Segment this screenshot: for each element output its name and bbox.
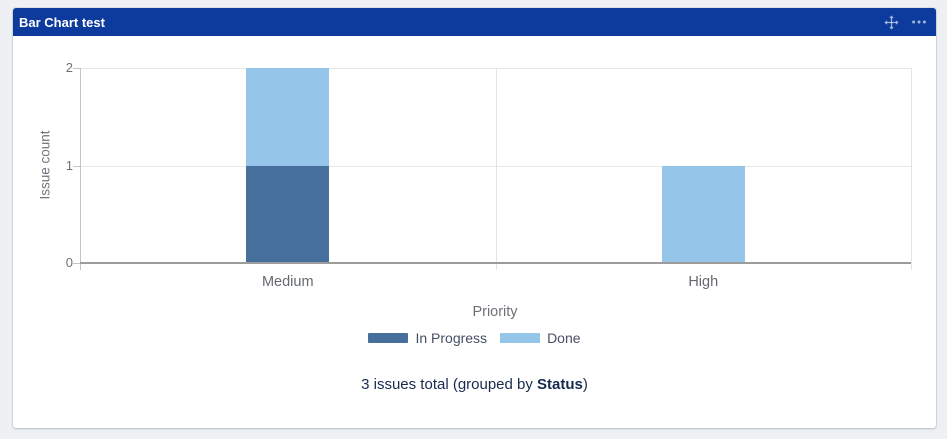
y-tick-label: 1 (65, 157, 73, 173)
y-tick-label: 2 (65, 60, 73, 75)
y-tick-mark (73, 263, 80, 264)
legend-swatch-in-progress (368, 333, 409, 343)
legend-item: In Progress (368, 330, 487, 346)
bar-segment-done-high[interactable] (661, 165, 745, 263)
chart-summary: 3 issues total (grouped by Status) (13, 375, 936, 395)
legend-item: Done (500, 330, 581, 346)
gadget-title: Bar Chart test (19, 14, 105, 30)
gridline-vertical (495, 68, 497, 270)
gadget-card: Bar Chart test I (13, 8, 936, 428)
bar-segment-in-progress-medium[interactable] (246, 165, 330, 263)
bar-segment-done-medium[interactable] (246, 68, 330, 166)
ellipsis-icon (912, 20, 926, 24)
x-axis-title: Priority (472, 304, 518, 320)
move-gadget-button[interactable] (882, 13, 900, 31)
x-category-label: Medium (261, 274, 314, 290)
y-axis-line (80, 68, 81, 270)
legend-label: In Progress (415, 330, 488, 346)
gridline-vertical (911, 68, 912, 270)
chart-legend: In Progress Done (13, 330, 936, 346)
gadget-menu-button[interactable] (910, 13, 928, 31)
summary-prefix: 3 issues total (grouped by (361, 376, 538, 393)
x-category-label: High (688, 274, 719, 290)
summary-group-by: Status (537, 376, 583, 393)
y-tick-mark (73, 68, 80, 69)
legend-swatch-done (500, 333, 541, 343)
move-icon (883, 14, 899, 30)
y-tick-mark (73, 165, 80, 167)
y-tick-label: 0 (65, 255, 73, 270)
gadget-header: Bar Chart test (13, 8, 936, 36)
bar-chart: Issue count Priority In Progress Done 3 i… (13, 8, 936, 428)
gadget-header-actions (882, 13, 928, 31)
summary-suffix: ) (582, 376, 588, 393)
x-axis-line (80, 262, 911, 264)
legend-label: Done (547, 330, 581, 346)
